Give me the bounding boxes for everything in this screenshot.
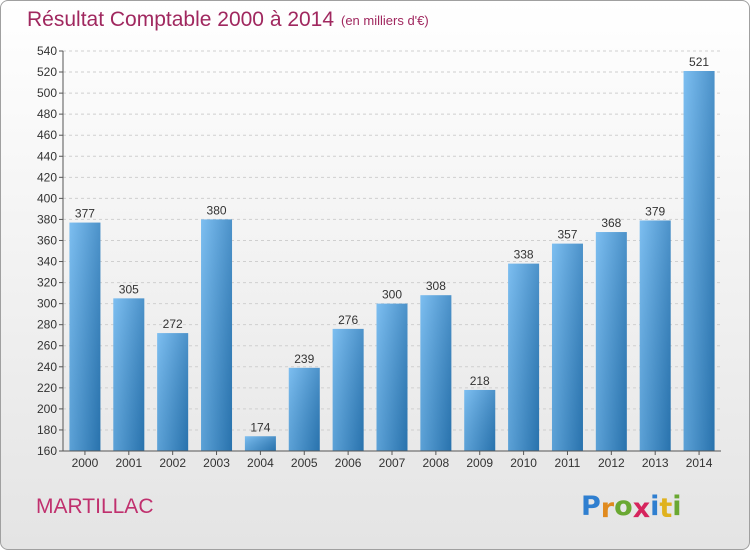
y-tick-label: 500	[37, 86, 57, 100]
value-label: 305	[119, 282, 139, 296]
x-tick-label: 2002	[159, 456, 186, 470]
x-tick-label: 2008	[423, 456, 450, 470]
y-tick-label: 460	[37, 128, 57, 142]
value-label: 239	[294, 352, 314, 366]
bar-shade	[376, 303, 408, 451]
bar-shade	[244, 436, 276, 451]
chart-subtitle: (en milliers d'€)	[341, 13, 429, 28]
x-tick-label: 2014	[686, 456, 713, 470]
y-tick-label: 340	[37, 255, 57, 269]
y-tick-label: 320	[37, 276, 57, 290]
y-tick-label: 360	[37, 233, 57, 247]
logo-letter: x	[632, 493, 651, 524]
x-tick-label: 2012	[598, 456, 625, 470]
bar-shade	[113, 298, 145, 451]
x-tick-label: 2013	[642, 456, 669, 470]
x-tick-label: 2000	[72, 456, 99, 470]
y-tick-label: 240	[37, 360, 57, 374]
y-tick-label: 420	[37, 170, 57, 184]
y-tick-label: 220	[37, 381, 57, 395]
bar-shade	[69, 222, 101, 451]
y-tick-label: 380	[37, 212, 57, 226]
commune-name: MARTILLAC	[36, 495, 154, 518]
bar-shade	[157, 333, 189, 451]
y-tick-label: 400	[37, 191, 57, 205]
value-label: 379	[645, 204, 665, 218]
chart-title: Résultat Comptable 2000 à 2014	[27, 8, 335, 31]
bar-shade	[551, 243, 583, 451]
value-label: 276	[338, 313, 358, 327]
bar-shade	[595, 232, 627, 451]
value-label: 272	[163, 317, 183, 331]
proxiti-logo: Proxiti	[581, 491, 682, 524]
value-label: 174	[250, 420, 270, 434]
y-tick-label: 300	[37, 297, 57, 311]
value-label: 368	[601, 216, 621, 230]
bar-shade	[288, 367, 320, 451]
bar-shade	[420, 295, 452, 451]
y-tick-label: 440	[37, 149, 57, 163]
y-tick-label: 180	[37, 423, 57, 437]
value-labels: 377 305 272 380 174 239 276 300 308 218 338 357 368 3…	[75, 55, 709, 434]
y-tick-label: 520	[37, 65, 57, 79]
value-label: 521	[689, 55, 709, 69]
value-label: 357	[557, 228, 577, 242]
logo-letter: o	[614, 491, 633, 522]
logo-letter: r	[600, 493, 615, 524]
bar-shade	[683, 71, 715, 451]
value-label: 380	[207, 203, 227, 217]
x-tick-label: 2010	[510, 456, 537, 470]
bar-shade	[639, 220, 671, 451]
x-tick-label: 2003	[203, 456, 230, 470]
x-tick-label: 2011	[555, 456, 581, 470]
x-tick-label: 2001	[115, 456, 142, 470]
y-tick-label: 160	[37, 444, 57, 458]
value-label: 308	[426, 279, 446, 293]
value-label: 338	[514, 248, 534, 262]
bar-shade	[464, 389, 496, 451]
bar-shade	[201, 219, 233, 451]
value-label: 377	[75, 207, 95, 221]
y-tick-label: 540	[37, 44, 57, 58]
x-tick-label: 2005	[291, 456, 318, 470]
axes: 160 180 200 220 240 260 280 300 320 340 360 380 400 4…	[37, 44, 721, 470]
bar-shade	[332, 328, 364, 451]
y-tick-label: 480	[37, 107, 57, 121]
y-tick-label: 200	[37, 402, 57, 416]
value-label: 300	[382, 288, 402, 302]
logo-letter: P	[581, 491, 601, 522]
x-tick-label: 2009	[466, 456, 493, 470]
logo-letter: i	[672, 491, 682, 522]
bars	[69, 71, 715, 451]
value-label: 218	[470, 374, 490, 388]
x-tick-label: 2007	[379, 456, 406, 470]
bar-shade	[508, 263, 540, 451]
y-tick-label: 280	[37, 318, 57, 332]
logo-letter: t	[659, 493, 673, 524]
logo-letter: i	[650, 491, 660, 522]
x-tick-label: 2004	[247, 456, 274, 470]
x-tick-label: 2006	[335, 456, 362, 470]
y-tick-label: 260	[37, 339, 57, 353]
